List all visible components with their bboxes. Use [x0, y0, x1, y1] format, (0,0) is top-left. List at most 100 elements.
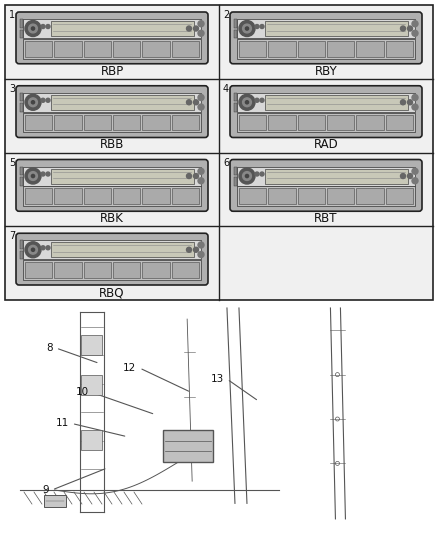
Circle shape	[407, 174, 413, 179]
Circle shape	[187, 247, 191, 252]
Bar	[265, 168, 408, 183]
Text: 6: 6	[223, 157, 229, 167]
Circle shape	[412, 94, 418, 101]
Text: 2: 2	[223, 10, 229, 20]
Bar	[142, 41, 170, 56]
Circle shape	[32, 248, 35, 252]
Bar	[20, 177, 23, 185]
Bar	[237, 39, 415, 59]
Circle shape	[239, 21, 255, 37]
Circle shape	[243, 98, 251, 107]
Circle shape	[41, 246, 45, 250]
Circle shape	[41, 25, 45, 29]
Bar	[113, 188, 140, 204]
Bar	[172, 41, 199, 56]
Bar	[357, 188, 384, 204]
Circle shape	[239, 168, 255, 184]
Bar	[23, 187, 201, 206]
Bar	[84, 115, 111, 131]
Circle shape	[46, 98, 50, 102]
Bar	[25, 262, 52, 278]
Circle shape	[198, 30, 204, 36]
Circle shape	[407, 100, 413, 105]
Circle shape	[187, 26, 191, 31]
Bar	[25, 115, 52, 131]
Circle shape	[194, 100, 198, 105]
Circle shape	[260, 172, 264, 176]
Circle shape	[400, 26, 406, 31]
Circle shape	[412, 104, 418, 110]
Bar	[142, 188, 170, 204]
Bar	[265, 95, 408, 110]
Bar	[268, 41, 296, 56]
Bar	[327, 188, 354, 204]
Circle shape	[260, 98, 264, 102]
Circle shape	[32, 27, 35, 30]
Bar	[239, 115, 266, 131]
Bar	[113, 41, 140, 56]
Text: 5: 5	[9, 157, 15, 167]
Bar	[357, 115, 384, 131]
Circle shape	[400, 174, 406, 179]
Bar	[142, 262, 170, 278]
Text: RAD: RAD	[314, 139, 339, 151]
Bar	[234, 19, 237, 28]
FancyBboxPatch shape	[16, 12, 208, 64]
Circle shape	[245, 27, 249, 30]
Circle shape	[412, 178, 418, 184]
Circle shape	[28, 172, 37, 181]
Text: 3: 3	[9, 84, 15, 94]
Bar	[113, 115, 140, 131]
Bar	[239, 41, 266, 56]
Circle shape	[194, 174, 198, 179]
Bar	[84, 41, 111, 56]
Circle shape	[41, 172, 45, 176]
Bar	[265, 21, 408, 36]
Circle shape	[412, 30, 418, 36]
Bar	[23, 166, 201, 185]
Text: 8: 8	[46, 343, 53, 353]
Bar	[163, 430, 213, 462]
Circle shape	[198, 252, 204, 257]
Bar	[20, 166, 23, 175]
Bar	[81, 430, 102, 450]
Circle shape	[245, 174, 249, 177]
Circle shape	[194, 26, 198, 31]
Bar	[172, 115, 199, 131]
Bar	[327, 115, 354, 131]
Bar	[298, 115, 325, 131]
Bar	[234, 29, 237, 38]
Text: RBB: RBB	[100, 139, 124, 151]
Text: 4: 4	[223, 84, 229, 94]
Bar	[23, 240, 201, 259]
Bar	[5, 5, 433, 300]
FancyBboxPatch shape	[16, 86, 208, 138]
Bar	[23, 260, 201, 280]
Circle shape	[198, 168, 204, 174]
Bar	[51, 243, 194, 257]
Bar	[20, 251, 23, 259]
FancyBboxPatch shape	[230, 159, 422, 211]
FancyBboxPatch shape	[16, 159, 208, 211]
Circle shape	[194, 247, 198, 252]
Bar	[84, 262, 111, 278]
Bar	[237, 93, 415, 112]
Text: RBP: RBP	[100, 64, 124, 78]
Circle shape	[25, 94, 41, 110]
Bar	[84, 188, 111, 204]
Bar	[20, 19, 23, 28]
Circle shape	[25, 168, 41, 184]
Circle shape	[198, 21, 204, 27]
Bar	[20, 93, 23, 101]
Bar	[172, 188, 199, 204]
Circle shape	[25, 21, 41, 37]
Circle shape	[28, 245, 37, 254]
Bar	[237, 166, 415, 185]
Bar	[81, 375, 102, 394]
Bar	[20, 29, 23, 38]
Text: 13: 13	[211, 374, 224, 384]
Bar	[234, 103, 237, 112]
Circle shape	[243, 24, 251, 33]
Bar	[386, 115, 413, 131]
Bar	[0, 303, 438, 533]
